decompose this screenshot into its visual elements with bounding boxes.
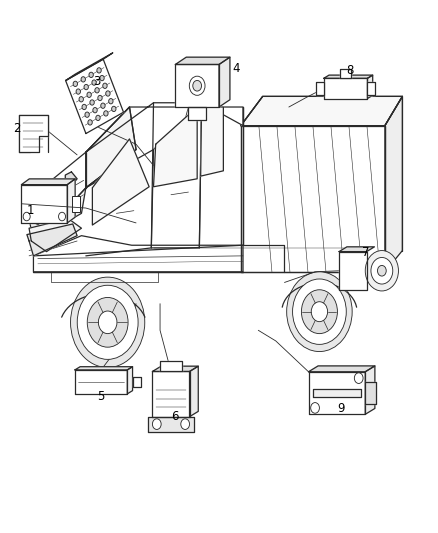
Polygon shape xyxy=(27,224,77,256)
Polygon shape xyxy=(33,236,243,272)
Polygon shape xyxy=(133,376,141,387)
Text: 1: 1 xyxy=(27,204,34,217)
Polygon shape xyxy=(66,53,113,80)
Circle shape xyxy=(371,257,393,284)
Circle shape xyxy=(152,419,161,430)
Polygon shape xyxy=(367,82,375,95)
Polygon shape xyxy=(241,126,385,272)
Text: 7: 7 xyxy=(361,246,369,259)
Polygon shape xyxy=(75,370,127,394)
Polygon shape xyxy=(67,179,75,223)
Circle shape xyxy=(301,290,337,334)
Polygon shape xyxy=(92,139,149,225)
Polygon shape xyxy=(175,57,230,64)
Circle shape xyxy=(99,311,117,334)
Circle shape xyxy=(193,80,201,91)
Polygon shape xyxy=(152,366,198,372)
Polygon shape xyxy=(21,179,75,184)
Circle shape xyxy=(71,277,145,368)
Circle shape xyxy=(181,419,190,430)
Circle shape xyxy=(79,96,83,102)
Circle shape xyxy=(90,100,94,105)
Polygon shape xyxy=(21,184,67,223)
Circle shape xyxy=(354,373,363,383)
Polygon shape xyxy=(127,367,133,394)
Polygon shape xyxy=(29,188,86,241)
Polygon shape xyxy=(339,247,374,252)
Circle shape xyxy=(103,83,107,88)
Polygon shape xyxy=(241,96,403,126)
Circle shape xyxy=(88,120,92,125)
Polygon shape xyxy=(29,219,81,252)
Polygon shape xyxy=(148,417,194,432)
Circle shape xyxy=(378,265,386,276)
Polygon shape xyxy=(313,389,361,397)
Bar xyxy=(72,196,80,212)
Circle shape xyxy=(96,115,100,120)
Polygon shape xyxy=(190,366,198,417)
Circle shape xyxy=(85,112,89,117)
Circle shape xyxy=(95,87,99,93)
Polygon shape xyxy=(22,152,86,230)
Circle shape xyxy=(112,106,116,111)
Polygon shape xyxy=(75,367,133,370)
Polygon shape xyxy=(19,115,48,152)
Polygon shape xyxy=(65,172,77,185)
Circle shape xyxy=(98,95,102,101)
Polygon shape xyxy=(66,59,124,134)
Circle shape xyxy=(73,81,78,86)
Circle shape xyxy=(23,212,30,221)
Polygon shape xyxy=(152,372,190,417)
Circle shape xyxy=(104,111,108,116)
Polygon shape xyxy=(340,69,351,78)
Circle shape xyxy=(77,285,138,359)
Text: 4: 4 xyxy=(233,62,240,75)
Circle shape xyxy=(293,279,346,344)
Polygon shape xyxy=(219,57,230,107)
Circle shape xyxy=(59,212,66,221)
Circle shape xyxy=(311,402,319,413)
Text: 5: 5 xyxy=(97,390,105,403)
Polygon shape xyxy=(365,382,376,403)
Circle shape xyxy=(87,92,91,98)
Polygon shape xyxy=(188,107,206,120)
Polygon shape xyxy=(339,252,367,290)
Polygon shape xyxy=(308,372,365,414)
Polygon shape xyxy=(160,361,182,372)
Circle shape xyxy=(365,251,399,291)
Circle shape xyxy=(76,89,81,94)
Text: 6: 6 xyxy=(172,410,179,423)
Circle shape xyxy=(81,77,85,82)
Polygon shape xyxy=(324,75,373,78)
Circle shape xyxy=(101,103,105,108)
Circle shape xyxy=(287,272,352,352)
Circle shape xyxy=(84,84,88,90)
Circle shape xyxy=(189,76,205,95)
Circle shape xyxy=(89,72,93,77)
Circle shape xyxy=(311,302,328,321)
Circle shape xyxy=(97,68,101,73)
Polygon shape xyxy=(316,82,324,95)
Polygon shape xyxy=(175,64,219,107)
Circle shape xyxy=(82,104,86,110)
Polygon shape xyxy=(367,75,373,99)
Circle shape xyxy=(93,108,97,113)
Text: 8: 8 xyxy=(346,64,353,77)
Circle shape xyxy=(109,99,113,104)
Circle shape xyxy=(87,297,128,347)
Polygon shape xyxy=(365,366,375,414)
Polygon shape xyxy=(153,107,197,187)
Circle shape xyxy=(106,91,110,96)
Circle shape xyxy=(92,80,96,85)
Text: 2: 2 xyxy=(14,122,21,135)
Text: 9: 9 xyxy=(338,402,345,415)
Polygon shape xyxy=(308,366,375,372)
Text: 3: 3 xyxy=(93,75,100,88)
Polygon shape xyxy=(385,96,403,272)
Polygon shape xyxy=(86,103,243,152)
Polygon shape xyxy=(201,107,223,176)
Polygon shape xyxy=(86,107,136,188)
Polygon shape xyxy=(324,78,367,99)
Circle shape xyxy=(100,76,104,80)
